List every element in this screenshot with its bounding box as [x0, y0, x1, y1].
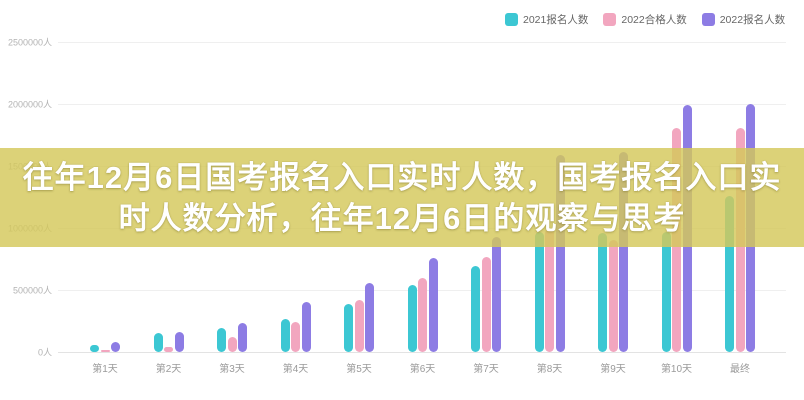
bar-series-2-cat-7: [481, 256, 491, 352]
x-axis-tick-label: 第6天: [409, 364, 436, 375]
bar-series-3-cat-6: [428, 257, 438, 352]
bar-series-3-cat-1: [111, 342, 120, 352]
bar-series-1-cat-11: [725, 195, 734, 352]
bar-series-1-cat-8: [534, 231, 544, 352]
bar-series-3-cat-2: [174, 332, 184, 352]
bar-series-1-cat-1: [90, 344, 99, 352]
bar-series-3-cat-7: [492, 236, 501, 352]
x-axis-tick-label: 第8天: [536, 364, 563, 375]
x-axis-tick-label: 第5天: [346, 364, 372, 375]
bar-series-1-cat-10: [661, 231, 671, 352]
y-axis-tick-label: 500000人: [12, 285, 52, 296]
bar-series-2-cat-9: [608, 240, 618, 352]
legend-item-label: 2022报名人数: [719, 14, 786, 26]
bar-series-2-cat-2: [164, 347, 173, 352]
gridline: [58, 352, 786, 353]
x-axis-tick-label: 第7天: [473, 364, 499, 375]
legend-item-2[interactable]: 2022合格人数: [603, 12, 687, 27]
legend-swatch-icon: [603, 13, 617, 26]
x-axis-tick-label: 第3天: [219, 364, 245, 375]
bar-series-2-cat-5: [354, 299, 364, 352]
bar-series-3-cat-3: [238, 323, 247, 352]
headline-overlay: 往年12月6日国考报名入口实时人数，国考报名入口实 时人数分析，往年12月6日的…: [0, 148, 804, 247]
chart-legend: 2021报名人数 2022合格人数 2022报名人数: [505, 12, 785, 27]
legend-item-label: 2021报名人数: [523, 14, 589, 26]
bar-series-3-cat-4: [301, 302, 311, 352]
bar-series-1-cat-6: [407, 285, 417, 352]
bar-series-1-cat-4: [280, 318, 290, 352]
bar-series-3-cat-8: [555, 154, 565, 352]
gridline: [58, 104, 786, 105]
bar-series-2-cat-1: [100, 350, 110, 352]
y-axis-tick-label: 0人: [37, 347, 52, 358]
x-axis-tick-label: 第9天: [600, 364, 626, 375]
x-axis-tick-label: 第10天: [660, 364, 693, 375]
headline-line-1: 往年12月6日国考报名入口实时人数，国考报名入口实: [22, 159, 782, 195]
bar-series-1-cat-7: [471, 266, 480, 352]
bar-series-1-cat-5: [344, 303, 353, 352]
legend-item-label: 2022合格人数: [621, 14, 687, 26]
legend-swatch-icon: [505, 13, 518, 26]
bar-series-2-cat-8: [545, 229, 554, 352]
x-axis-tick-label: 第4天: [282, 364, 309, 375]
bar-series-2-cat-4: [291, 322, 300, 352]
x-axis-tick-label: 第1天: [92, 364, 118, 375]
bar-series-3-cat-9: [619, 152, 628, 352]
legend-item-3[interactable]: 2022报名人数: [701, 12, 786, 27]
bar-series-3-cat-5: [365, 282, 374, 352]
x-axis-tick-label: 第2天: [155, 364, 182, 375]
y-axis-tick-label: 2500000人: [7, 37, 52, 48]
bar-series-1-cat-9: [598, 232, 607, 352]
x-axis-tick-label: 最终: [730, 364, 750, 375]
bar-series-2-cat-3: [227, 337, 237, 352]
legend-swatch-icon: [701, 13, 715, 26]
legend-item-1[interactable]: 2021报名人数: [505, 12, 588, 27]
headline-line-2: 时人数分析，往年12月6日的观察与思考: [118, 200, 686, 236]
bar-series-1-cat-3: [217, 328, 226, 352]
gridline: [58, 42, 786, 43]
y-axis-tick-label: 2000000人: [7, 99, 52, 110]
bar-series-2-cat-6: [418, 277, 427, 352]
bar-series-1-cat-2: [153, 333, 163, 352]
